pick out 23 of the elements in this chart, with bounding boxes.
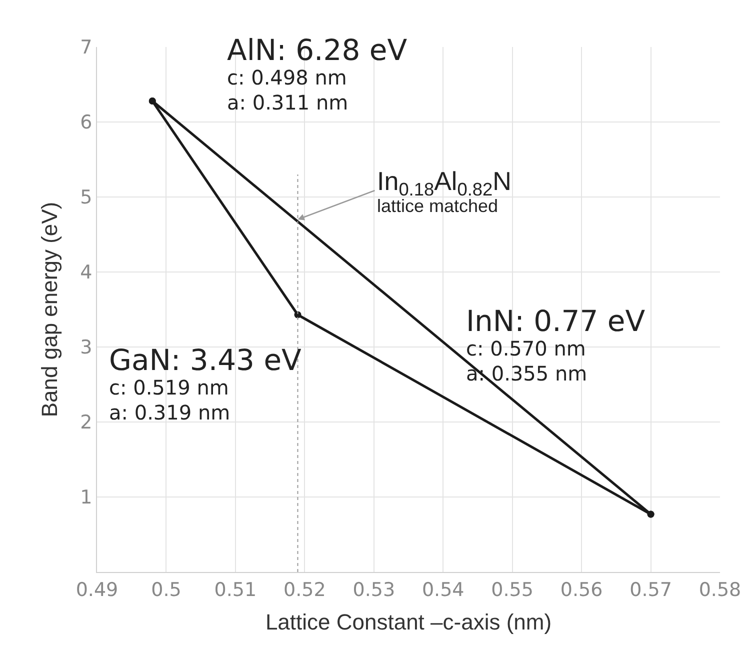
annotation: InN: 0.77 eV c: 0.570 nm a: 0.355 nm xyxy=(466,304,646,386)
x-tick-label: 0.5 xyxy=(151,578,182,601)
x-tick-label: 0.53 xyxy=(352,578,396,601)
y-tick-label: 5 xyxy=(80,186,92,209)
annotation: AlN: 6.28 eV c: 0.498 nm a: 0.311 nm xyxy=(227,33,408,114)
x-axis-title: Lattice Constant –c-axis (nm) xyxy=(265,610,552,635)
x-tick-label: 0.49 xyxy=(76,578,118,601)
y-tick-label: 4 xyxy=(80,262,92,284)
y-axis-title: Band gap energy (eV) xyxy=(36,202,62,418)
y-tick-label: 3 xyxy=(80,336,92,359)
x-tick-label: 0.58 xyxy=(698,578,742,601)
annotation: In$_{0.18}$Al$_{0.82}$N lattice matched xyxy=(377,166,512,216)
x-tick-label: 0.54 xyxy=(422,578,464,601)
y-tick-label: 7 xyxy=(80,36,92,59)
x-tick-label: 0.52 xyxy=(284,578,326,601)
y-tick-label: 2 xyxy=(80,412,92,434)
y-tick-label: 6 xyxy=(80,112,92,134)
annotation: GaN: 3.43 eV c: 0.519 nm a: 0.319 nm xyxy=(109,343,302,424)
x-tick-label: 0.51 xyxy=(214,578,257,601)
x-tick-label: 0.55 xyxy=(491,578,534,601)
y-tick-label: 1 xyxy=(80,486,92,509)
x-tick-label: 0.56 xyxy=(560,578,603,601)
x-tick-label: 0.57 xyxy=(630,578,672,601)
